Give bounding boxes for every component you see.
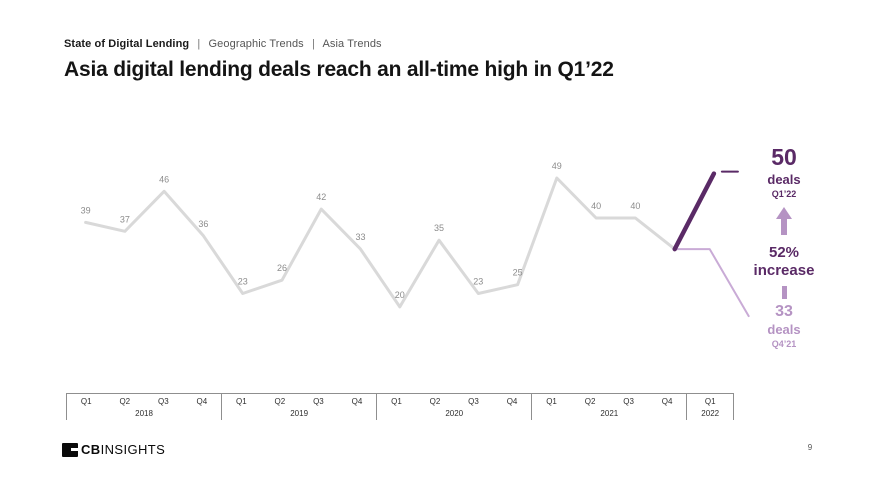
current-deals-value: 50: [771, 144, 797, 170]
breadcrumb-report-name: State of Digital Lending: [64, 38, 190, 50]
current-period-label: Q1’22: [771, 189, 797, 199]
logo-text-rest: INSIGHTS: [100, 442, 166, 457]
point-label: 20: [395, 290, 405, 300]
axis-quarter-label: Q1: [391, 397, 402, 406]
axis-year-label: 2018: [135, 409, 153, 418]
axis-quarter-label: Q4: [661, 397, 673, 406]
breadcrumb-subsection: Asia Trends: [322, 38, 382, 50]
axis-quarter-label: Q1: [704, 397, 716, 406]
breadcrumb: State of Digital Lending | Geographic Tr…: [64, 38, 382, 50]
point-labels: 39 37 46 36 23 26 42 33 20 35 23 25 49 40 40: [81, 161, 641, 300]
axis-quarter-label: Q3: [623, 397, 634, 406]
axis-year-label: 2019: [290, 409, 309, 418]
axis-year-cell: Q1 Q2 Q3 Q4 2021: [531, 394, 686, 420]
previous-period-label: Q4’21: [771, 339, 797, 349]
point-label: 36: [198, 219, 208, 229]
point-label: 25: [513, 268, 523, 278]
point-label: 37: [120, 214, 130, 224]
point-label: 40: [630, 201, 640, 211]
breadcrumb-separator: |: [197, 38, 201, 50]
axis-quarter-label: Q1: [80, 397, 92, 406]
axis-quarter-label: Q4: [196, 397, 208, 406]
point-label: 39: [81, 205, 91, 215]
axis-quarter-label: Q1: [236, 397, 247, 406]
page-title: Asia digital lending deals reach an all-…: [64, 58, 614, 81]
axis-year-cell: Q1 Q2 Q3 Q4 2018: [66, 394, 221, 420]
cbinsights-logo-icon: [62, 442, 78, 457]
axis-year-cell: Q1 Q2 Q3 Q4 2019: [221, 394, 376, 420]
logo-text-bold: CB: [81, 442, 101, 457]
point-label: 46: [159, 174, 169, 184]
axis-year-label: 2020: [445, 409, 464, 418]
point-label: 26: [277, 263, 287, 273]
axis-year-label: 2022: [701, 409, 720, 418]
x-axis: Q1 Q2 Q3 Q4 2018 Q1 Q2 Q3 Q4 2019 Q1 Q2 Q3 Q4 2020 Q1 Q2…: [66, 393, 735, 420]
increase-arrow-icon: [776, 207, 792, 235]
cbinsights-logo-text: CBINSIGHTS: [81, 442, 165, 457]
axis-quarter-label: Q2: [119, 397, 131, 406]
axis-year-label: 2021: [600, 409, 619, 418]
previous-connector-line: [673, 248, 750, 318]
axis-quarter-label: Q1: [546, 397, 557, 406]
current-deals-unit: deals: [767, 172, 801, 187]
highlight-annotation: 50 deals Q1’22 52% increase 33 deals Q4’…: [748, 142, 820, 350]
tick-bar-icon: [781, 286, 787, 299]
axis-quarter-label: Q3: [313, 397, 324, 406]
point-label: 23: [238, 277, 248, 287]
axis-quarter-label: Q2: [274, 397, 286, 406]
highlight-segment: [672, 171, 717, 252]
previous-deals-value: 33: [775, 303, 793, 320]
point-label: 23: [473, 277, 483, 287]
point-label: 35: [434, 223, 444, 233]
axis-year-cell: Q1 2022: [686, 394, 735, 420]
previous-deals-unit: deals: [767, 322, 801, 337]
axis-quarter-label: Q2: [429, 397, 441, 406]
change-percent: 52%: [768, 244, 800, 261]
axis-quarter-label: Q2: [584, 397, 596, 406]
change-label: increase: [753, 262, 815, 279]
axis-quarter-label: Q3: [468, 397, 479, 406]
point-label: 49: [552, 161, 562, 171]
point-label: 40: [591, 201, 601, 211]
point-label: 42: [316, 192, 326, 202]
cbinsights-logo: CBINSIGHTS: [62, 442, 165, 457]
axis-quarter-label: Q4: [506, 397, 518, 406]
axis-quarter-label: Q4: [351, 397, 363, 406]
breadcrumb-section: Geographic Trends: [208, 38, 304, 50]
breadcrumb-separator: |: [311, 38, 315, 50]
axis-quarter-label: Q3: [157, 397, 169, 406]
deals-trend-line: [84, 176, 677, 309]
page-number: 9: [807, 443, 813, 452]
point-label: 33: [355, 232, 365, 242]
axis-year-cell: Q1 Q2 Q3 Q4 2020: [376, 394, 531, 420]
